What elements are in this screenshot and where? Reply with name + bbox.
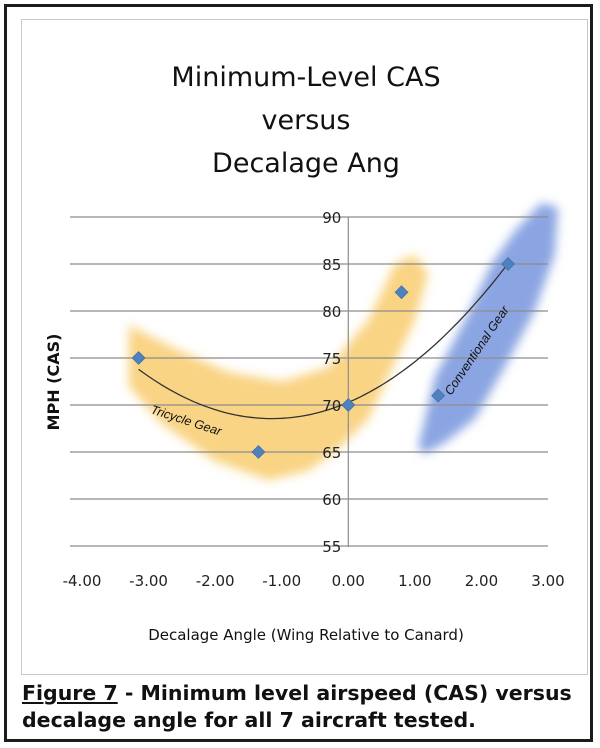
y-tick-label: 90 bbox=[322, 209, 341, 227]
grid-layer bbox=[70, 216, 548, 547]
x-axis-title: Decalage Angle (Wing Relative to Canard) bbox=[148, 626, 464, 644]
figure-caption: Figure 7 - Minimum level airspeed (CAS) … bbox=[22, 680, 582, 734]
x-tick-label: -1.00 bbox=[262, 572, 301, 590]
y-tick-label: 85 bbox=[322, 256, 341, 274]
x-tick-label: 2.00 bbox=[465, 572, 498, 590]
y-tick-label: 70 bbox=[322, 397, 341, 415]
chart-title-line: Decalage Ang bbox=[212, 148, 400, 179]
y-tick-label: 75 bbox=[322, 350, 341, 368]
x-tick-label: 3.00 bbox=[531, 572, 564, 590]
x-tick-label: -2.00 bbox=[196, 572, 235, 590]
text-layer: 55 60 65 70 75 80 85 90 -4.00 -3.00 -2.00 -1.00 0.00… bbox=[44, 62, 565, 644]
x-tick-label: 0.00 bbox=[332, 572, 365, 590]
y-tick-label: 55 bbox=[322, 538, 341, 556]
trend-line bbox=[138, 263, 509, 420]
data-point-marker bbox=[501, 257, 515, 271]
data-point-marker bbox=[251, 445, 266, 459]
conventional-gear-region bbox=[418, 202, 558, 454]
tricycle-gear-region bbox=[128, 254, 429, 481]
caption-lead: Figure 7 bbox=[22, 681, 118, 705]
data-point-marker bbox=[431, 388, 446, 403]
points-layer bbox=[131, 257, 515, 459]
trend-layer bbox=[138, 263, 509, 420]
data-point-marker bbox=[341, 398, 356, 412]
regions-layer bbox=[128, 202, 558, 481]
x-tick-label: -4.00 bbox=[63, 572, 102, 590]
x-tick-label: 1.00 bbox=[398, 572, 431, 590]
chart-title-line: versus bbox=[262, 105, 351, 136]
data-point-marker bbox=[131, 351, 146, 365]
caption-text: - Minimum level airspeed (CAS) versus de… bbox=[22, 681, 572, 732]
y-tick-label: 65 bbox=[322, 444, 341, 462]
y-tick-label: 60 bbox=[322, 491, 341, 509]
data-point-marker bbox=[394, 285, 409, 300]
y-axis-title: MPH (CAS) bbox=[44, 334, 63, 431]
y-tick-label: 80 bbox=[322, 303, 341, 321]
x-tick-label: -3.00 bbox=[129, 572, 168, 590]
chart-title-line: Minimum-Level CAS bbox=[171, 62, 440, 93]
